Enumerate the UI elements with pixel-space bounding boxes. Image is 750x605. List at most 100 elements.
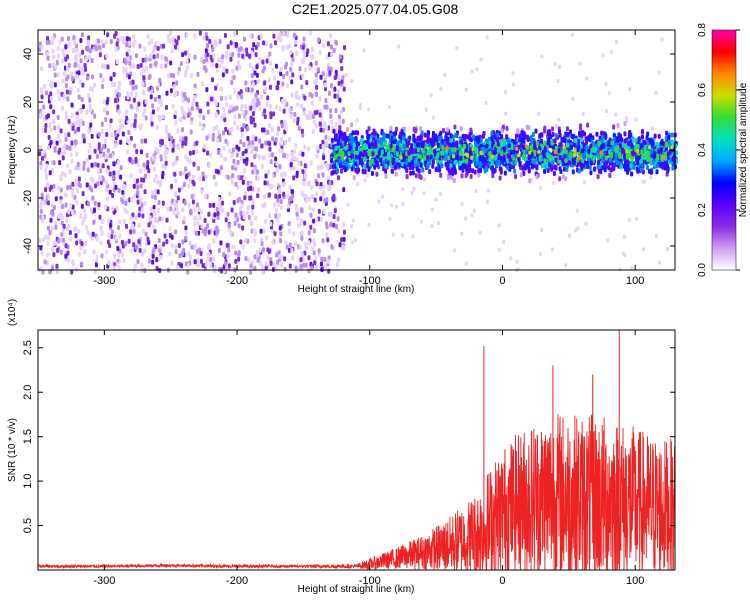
spectrogram-cell [433,137,436,142]
spectrogram-cell [252,42,255,47]
spectrogram-cell [279,226,282,231]
spectrogram-cell [167,207,170,212]
spectrogram-cell [264,87,267,92]
spectrogram-cell [146,237,149,242]
spectrogram-cell [242,151,245,156]
spectrogram-cell [269,85,272,90]
spectrogram-cell [395,172,398,177]
spectrogram-cell [655,234,658,238]
spectrogram-cell [92,249,95,254]
spectrogram-cell [85,57,88,62]
spectrogram-cell [48,63,51,68]
spectrogram-cell [604,82,607,86]
spectrogram-cell [508,155,511,160]
spectrogram-cell [70,141,73,146]
spectrogram-cell [228,148,231,153]
spectrogram-cell [87,167,90,172]
spectrogram-cell [188,172,191,177]
spectrogram-cell [504,112,507,116]
spectrogram-cell [242,142,245,147]
spectrogram-cell [239,211,242,216]
spectrogram-cell [345,162,348,167]
spectrogram-cell [133,178,136,183]
spectrogram-cell [665,143,668,148]
spectrogram-cell [39,204,42,209]
spectrogram-cell [245,87,248,92]
spectrogram-cell [63,150,66,155]
spectrogram-cell [540,228,543,232]
spectrogram-cell [80,58,83,63]
spectrogram-cell [384,164,387,169]
spectrogram-cell [251,162,254,167]
spectrogram-cell [377,200,380,204]
spectrogram-cell [337,75,340,80]
spectrogram-cell [582,163,585,168]
spectrogram-cell [311,47,314,52]
spectrogram-cell [155,257,158,262]
spectrogram-cell [195,141,198,146]
spectrogram-cell [137,259,140,264]
spectrogram-cell [321,238,324,243]
spectrogram-cell [77,162,80,167]
spectrogram-cell [320,75,323,80]
spectrogram-cell [335,122,338,127]
spectrogram-cell [91,58,94,63]
spectrogram-cell [368,144,371,149]
spectrogram-cell [269,43,272,48]
spectrogram-cell [244,238,247,243]
spectrogram-cell [233,200,236,205]
spectrogram-cell [205,68,208,73]
spectrogram-cell [557,118,560,122]
spectrogram-cell [69,90,72,95]
spectrogram-cell [441,139,444,144]
spectrogram-cell [623,154,626,159]
spectrogram-cell [649,138,652,143]
spectrogram-cell [534,129,537,134]
spectrogram-cell [537,112,540,116]
spectrogram-cell [52,252,55,257]
spectrogram-cell [361,138,364,143]
spectrogram-cell [500,134,503,139]
spectrogram-cell [453,164,456,169]
spectrogram-cell [554,62,557,66]
spectrogram-cell [479,231,482,235]
spectrogram-cell [318,96,321,101]
spectrogram-cell [124,60,127,65]
spectrogram-cell [215,101,218,106]
spectrogram-cell [264,180,267,185]
spectrogram-cell [304,67,307,72]
spectrogram-cell [667,152,670,157]
spectrogram-cell [81,83,84,88]
spectrogram-cell [129,230,132,235]
spectrogram-cell [662,156,665,160]
spectrogram-cell [279,238,282,243]
spectrogram-cell [304,174,307,179]
spectrogram-cell [112,175,115,180]
spectrogram-cell [65,254,68,259]
spectrogram-cell [147,34,150,39]
spectrogram-cell [631,266,634,270]
spectrogram-cell [269,222,272,227]
spectrogram-cell [121,240,124,245]
spectrogram-cell [388,217,391,221]
spectrogram-cell [39,146,42,151]
spectrogram-cell [45,176,48,181]
spectrogram-cell [78,177,81,182]
spectrogram-cell [403,144,406,149]
spectrogram-cell [297,223,300,228]
spectrogram-cell [244,81,247,86]
spectrogram-cell [582,154,585,159]
spectrogram-cell [84,214,87,219]
spectrogram-cell [207,252,210,257]
spectrogram-cell [520,138,523,143]
spectrogram-cell [89,185,92,190]
spectrogram-cell [315,72,318,77]
spectrogram-cell [597,160,600,165]
spectrogram-cell [75,54,78,59]
spectrogram-cell [251,170,254,175]
spectrogram-cell [340,66,343,71]
spectrogram-cell [338,158,341,163]
spectrogram-cell [166,149,169,154]
spectrogram-cell [367,134,370,139]
spectrogram-cell [619,267,622,271]
